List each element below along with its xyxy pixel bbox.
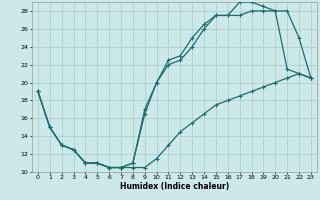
X-axis label: Humidex (Indice chaleur): Humidex (Indice chaleur) <box>120 182 229 191</box>
